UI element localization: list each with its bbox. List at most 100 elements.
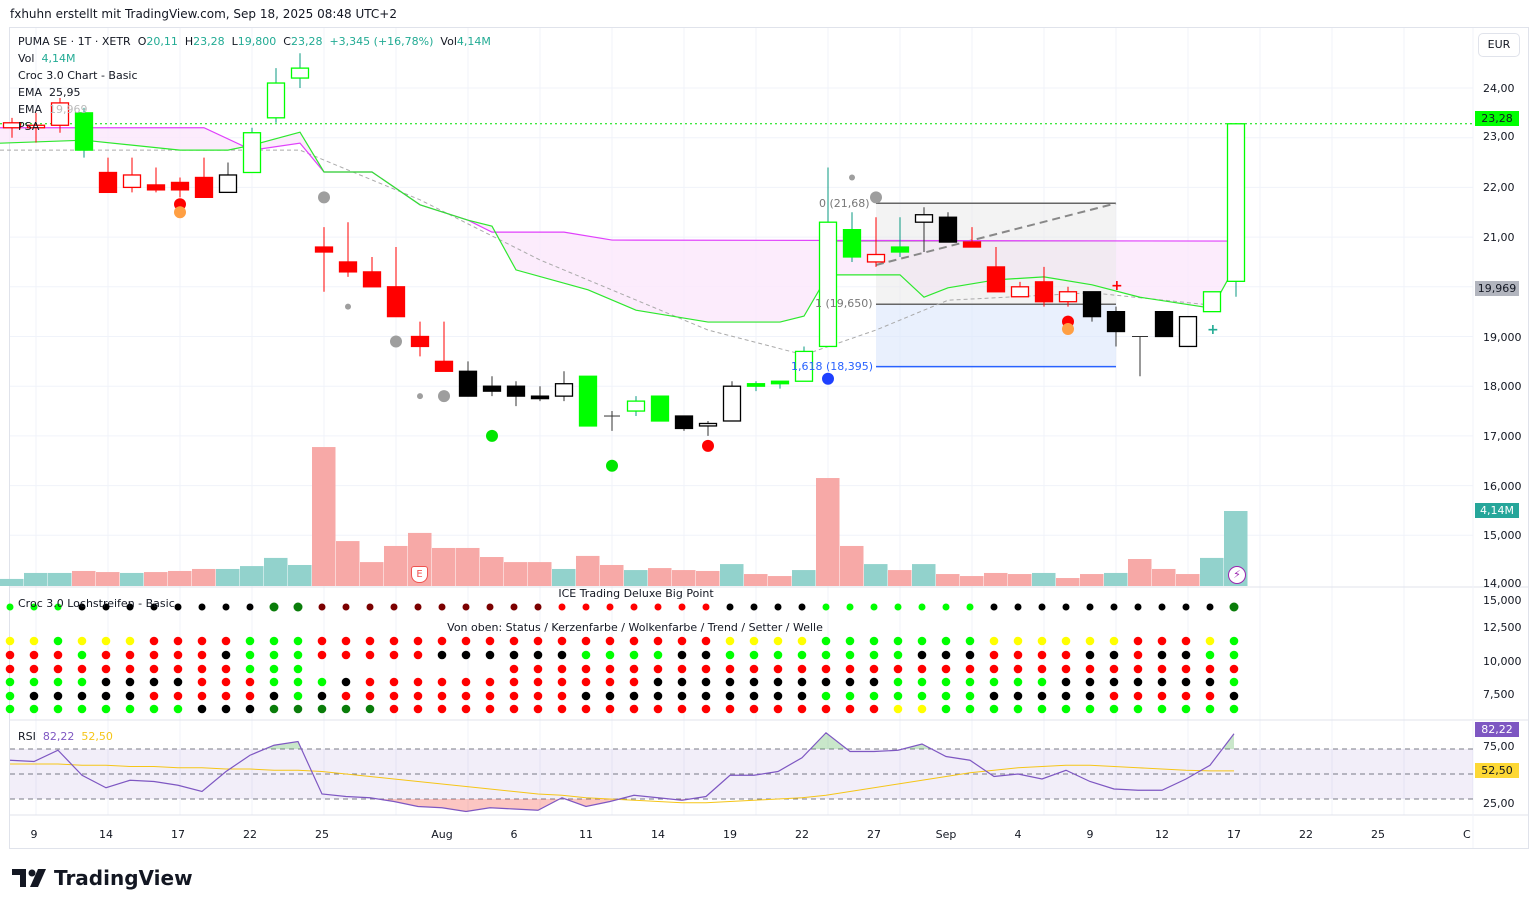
rsi-ma-line bbox=[10, 763, 1234, 804]
status-dot bbox=[869, 704, 879, 714]
status-dot bbox=[509, 650, 519, 660]
volume-bar bbox=[840, 545, 864, 586]
earnings-marker[interactable]: E bbox=[411, 566, 428, 583]
time-tick: 17 bbox=[1227, 828, 1241, 841]
big-point-dot bbox=[1182, 603, 1190, 611]
big-point-dot bbox=[366, 603, 374, 611]
signal-marker bbox=[390, 335, 402, 348]
status-dot bbox=[1181, 664, 1191, 674]
rsi-label: RSI bbox=[18, 730, 36, 743]
signal-marker bbox=[606, 459, 618, 472]
status-dot bbox=[989, 636, 999, 646]
status-dot bbox=[29, 650, 39, 660]
volume-bar bbox=[552, 568, 576, 586]
status-dot bbox=[125, 664, 135, 674]
status-dot bbox=[677, 650, 687, 660]
status-dot bbox=[917, 677, 927, 687]
legend-indicator[interactable]: Croc 3.0 Chart - Basic bbox=[18, 69, 138, 82]
status-dot bbox=[77, 704, 87, 714]
status-dot bbox=[1085, 650, 1095, 660]
big-point-dot bbox=[246, 603, 254, 611]
status-dot bbox=[1157, 677, 1167, 687]
time-tick: 6 bbox=[510, 828, 518, 841]
time-tick: 27 bbox=[867, 828, 881, 841]
volume-bar bbox=[1152, 568, 1176, 586]
status-dot bbox=[149, 664, 159, 674]
candle-body bbox=[170, 181, 190, 191]
status-dot bbox=[149, 636, 159, 646]
price-tick: 24,00 bbox=[1483, 82, 1515, 95]
status-dot bbox=[701, 636, 711, 646]
legend-volume[interactable]: Vol 4,14M bbox=[18, 52, 75, 65]
status-dot bbox=[221, 664, 231, 674]
big-point-dot bbox=[102, 603, 110, 611]
volume-bar bbox=[456, 547, 480, 586]
status-dot bbox=[917, 664, 927, 674]
status-dot bbox=[293, 704, 303, 714]
status-dot bbox=[125, 704, 135, 714]
low-label: L bbox=[231, 35, 238, 48]
status-dot bbox=[245, 650, 255, 660]
candle-body bbox=[410, 335, 430, 348]
status-dot bbox=[965, 704, 975, 714]
candle-body bbox=[434, 360, 454, 372]
status-dot bbox=[965, 691, 975, 701]
signal-marker bbox=[702, 439, 714, 452]
status-dot bbox=[677, 664, 687, 674]
status-dot bbox=[893, 650, 903, 660]
status-dot bbox=[293, 636, 303, 646]
status-dot bbox=[917, 650, 927, 660]
price-tick: 18,000 bbox=[1483, 380, 1522, 394]
candle-body bbox=[218, 174, 238, 194]
lightning-icon[interactable]: ⚡ bbox=[1228, 566, 1246, 584]
status-dot bbox=[557, 636, 567, 646]
status-dot bbox=[1061, 636, 1071, 646]
tradingview-logo[interactable]: TradingView bbox=[12, 866, 193, 890]
big-point-dot bbox=[606, 603, 614, 611]
status-dot bbox=[221, 636, 231, 646]
status-dot bbox=[509, 677, 519, 687]
signal-marker bbox=[438, 390, 450, 403]
big-point-dot bbox=[654, 603, 662, 611]
status-dot bbox=[653, 691, 663, 701]
status-dot bbox=[845, 664, 855, 674]
candle-body bbox=[986, 266, 1006, 293]
status-dot bbox=[1157, 636, 1167, 646]
status-dot bbox=[677, 704, 687, 714]
volume-bar bbox=[768, 576, 792, 586]
candle-body bbox=[386, 286, 406, 318]
open-label: O bbox=[137, 35, 147, 48]
status-dot bbox=[29, 677, 39, 687]
status-dot bbox=[701, 650, 711, 660]
status-dot bbox=[245, 704, 255, 714]
big-point-dot bbox=[774, 603, 782, 611]
status-dot bbox=[605, 636, 615, 646]
status-dot bbox=[653, 664, 663, 674]
candle-body bbox=[530, 395, 550, 400]
status-dot bbox=[629, 677, 639, 687]
legend-ema-slow[interactable]: EMA 25,95 bbox=[18, 86, 80, 99]
symbol-title[interactable]: PUMA SE · 1T · XETR bbox=[18, 35, 131, 48]
legend-ema-fast[interactable]: EMA 19,969 bbox=[18, 103, 87, 116]
time-tick: 19 bbox=[723, 828, 737, 841]
dots-pane-title[interactable]: Croc 3.0 Lochstreifen - Basic bbox=[18, 597, 175, 610]
status-dot bbox=[749, 636, 759, 646]
rsi-legend[interactable]: RSI 82,22 52,50 bbox=[18, 730, 113, 743]
candle-body bbox=[266, 82, 286, 119]
brand-name: TradingView bbox=[54, 866, 193, 890]
status-dot bbox=[197, 677, 207, 687]
status-dot bbox=[773, 636, 783, 646]
rsi-badge: 82,22 bbox=[1475, 722, 1519, 737]
status-dot bbox=[845, 691, 855, 701]
status-dot bbox=[485, 704, 495, 714]
time-tick: 22 bbox=[1299, 828, 1313, 841]
currency-button[interactable]: EUR bbox=[1478, 33, 1520, 57]
volume-bar bbox=[264, 557, 288, 586]
legend-psa[interactable]: PSA bbox=[18, 120, 40, 133]
rsi-ma-badge: 52,50 bbox=[1475, 763, 1519, 778]
status-dot bbox=[101, 691, 111, 701]
status-dot bbox=[581, 704, 591, 714]
big-point-dot bbox=[486, 603, 494, 611]
status-dot bbox=[365, 677, 375, 687]
